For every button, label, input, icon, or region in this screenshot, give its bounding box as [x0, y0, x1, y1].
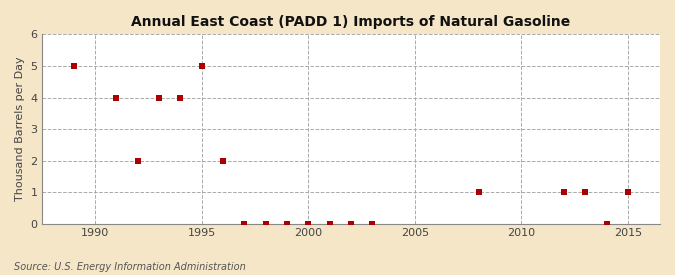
Point	[175, 95, 186, 100]
Point	[261, 222, 271, 226]
Point	[111, 95, 122, 100]
Point	[473, 190, 484, 194]
Y-axis label: Thousand Barrels per Day: Thousand Barrels per Day	[15, 57, 25, 201]
Point	[196, 64, 207, 68]
Point	[154, 95, 165, 100]
Point	[580, 190, 591, 194]
Point	[622, 190, 633, 194]
Point	[346, 222, 356, 226]
Point	[239, 222, 250, 226]
Point	[281, 222, 292, 226]
Point	[367, 222, 377, 226]
Point	[303, 222, 314, 226]
Point	[132, 158, 143, 163]
Text: Source: U.S. Energy Information Administration: Source: U.S. Energy Information Administ…	[14, 262, 245, 272]
Point	[601, 222, 612, 226]
Point	[559, 190, 570, 194]
Point	[324, 222, 335, 226]
Point	[217, 158, 228, 163]
Title: Annual East Coast (PADD 1) Imports of Natural Gasoline: Annual East Coast (PADD 1) Imports of Na…	[132, 15, 570, 29]
Point	[68, 64, 79, 68]
